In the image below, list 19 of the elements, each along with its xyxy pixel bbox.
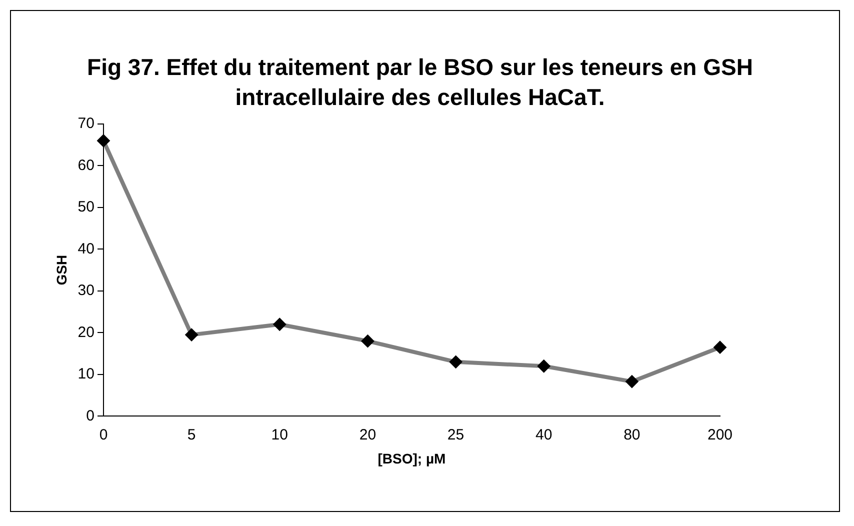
y-tick-label: 60 xyxy=(78,156,94,174)
x-tick-label: 5 xyxy=(187,426,196,444)
x-tick-label: 10 xyxy=(271,426,288,444)
x-tick-label: 40 xyxy=(536,426,552,444)
y-tick-label: 0 xyxy=(86,407,94,424)
x-tick-label: 20 xyxy=(359,426,376,444)
x-tick-label: 80 xyxy=(624,426,640,444)
y-axis-title: GSH xyxy=(53,254,70,286)
x-tick-label: 200 xyxy=(707,426,733,444)
x-tick-label: 0 xyxy=(99,426,108,444)
y-tick-label: 50 xyxy=(78,198,94,216)
y-tick-label: 40 xyxy=(78,240,94,258)
y-tick-label: 10 xyxy=(78,366,94,383)
x-tick-label: 25 xyxy=(447,426,464,444)
chart-title: Fig 37. Effet du traitement par le BSO sur les teneurs en GSH intracellulaire des cellules HaCaT. xyxy=(86,53,754,112)
y-tick-label: 70 xyxy=(78,115,94,132)
y-tick-label: 20 xyxy=(78,324,94,341)
x-axis-title: [BSO]; µM xyxy=(378,450,446,466)
y-tick-label: 30 xyxy=(78,282,94,300)
